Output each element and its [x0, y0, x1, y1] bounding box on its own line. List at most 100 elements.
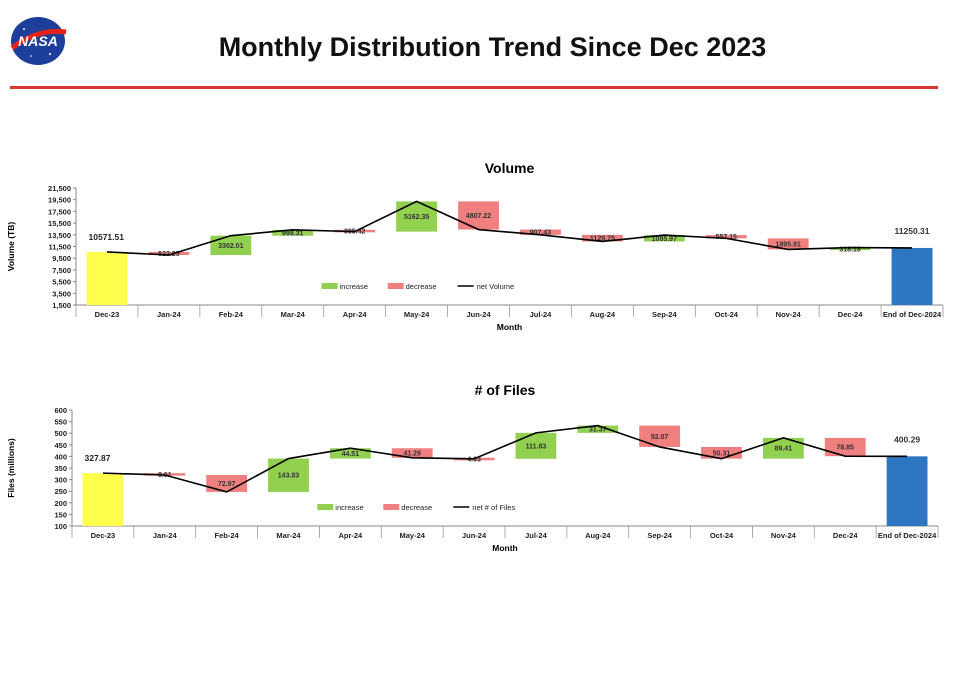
change-bar [767, 238, 809, 250]
change-value-label: 31.37 [589, 427, 607, 434]
y-tick-label: 100 [54, 522, 67, 531]
change-value-label: 998.31 [282, 230, 304, 237]
x-tick-label: Apr-24 [343, 310, 368, 319]
change-value-label: 907.43 [530, 230, 552, 237]
change-value-label: 89.41 [775, 446, 793, 453]
legend-increase-swatch [317, 504, 334, 510]
y-tick-label: 400 [54, 452, 67, 461]
end-bar [891, 247, 933, 305]
x-tick-label: Oct-24 [715, 310, 739, 319]
legend-decrease-label: decrease [401, 503, 432, 512]
legend-increase-swatch [321, 283, 338, 289]
x-tick-label: Jul-24 [525, 531, 548, 540]
x-tick-label: Dec-23 [95, 310, 120, 319]
change-value-label: 78.85 [836, 445, 854, 452]
net-line [106, 200, 913, 256]
x-tick-label: May-24 [399, 531, 425, 540]
y-tick-label: 450 [54, 441, 67, 450]
y-tick-label: 350 [54, 464, 67, 473]
change-value-label: 5162.35 [404, 214, 429, 221]
change-value-label: 1129.75 [590, 236, 615, 243]
y-tick-label: 550 [54, 418, 67, 427]
y-axis-label: Files (millions) [6, 438, 16, 498]
y-tick-label: 600 [54, 406, 67, 415]
y-tick-label: 9,500 [52, 254, 71, 263]
x-tick-label: Feb-24 [219, 310, 244, 319]
y-tick-label: 7,500 [52, 266, 71, 275]
nasa-logo: NASA [10, 17, 67, 65]
x-tick-label: Dec-23 [91, 531, 116, 540]
chart-title: Volume [485, 160, 535, 176]
y-tick-label: 200 [54, 499, 67, 508]
x-tick-label: Aug-24 [590, 310, 616, 319]
change-bar [329, 448, 371, 459]
change-value-label: 4807.22 [466, 213, 491, 220]
x-tick-label: End of Dec-2024 [883, 310, 942, 319]
y-tick-label: 17,500 [48, 207, 71, 216]
change-bar [701, 446, 742, 459]
x-tick-label: Dec-24 [838, 310, 863, 319]
x-tick-label: Sep-24 [652, 310, 677, 319]
x-tick-label: Jun-24 [466, 310, 491, 319]
y-tick-label: 21,500 [48, 184, 71, 193]
y-tick-label: 19,500 [48, 196, 71, 205]
change-bar [581, 234, 623, 242]
end-bar [886, 456, 928, 526]
legend-decrease-swatch [383, 504, 400, 510]
y-tick-label: 5,500 [52, 278, 71, 287]
x-tick-label: Nov-24 [771, 531, 797, 540]
x-tick-label: Feb-24 [215, 531, 240, 540]
x-tick-label: Oct-24 [710, 531, 734, 540]
legend-decrease-label: decrease [406, 282, 437, 291]
change-bar [577, 425, 619, 433]
change-bar [148, 251, 190, 255]
start-value-label: 327.87 [85, 453, 111, 463]
legend-decrease-swatch [387, 283, 404, 289]
change-bar [391, 448, 433, 458]
x-tick-label: Jul-24 [530, 310, 553, 319]
x-tick-label: Jun-24 [462, 531, 487, 540]
y-axis-label: Volume (TB) [6, 222, 16, 272]
change-value-label: 143.83 [278, 473, 300, 480]
change-bar [639, 425, 681, 447]
change-value-label: 72.97 [218, 481, 236, 488]
x-tick-label: Dec-24 [833, 531, 858, 540]
x-tick-label: Mar-24 [276, 531, 301, 540]
change-value-label: 111.83 [526, 443, 547, 450]
files-waterfall-chart: # of Files 100 150 200 250 300 350 400 450 500 550… [6, 382, 939, 553]
legend-increase-label: increase [340, 282, 368, 291]
page-title: Monthly Distribution Trend Since Dec 202… [218, 32, 767, 62]
change-value-label: 92.07 [651, 434, 669, 441]
start-bar [82, 473, 124, 526]
chart-title: # of Files [475, 382, 536, 398]
change-bar [272, 229, 314, 236]
change-value-label: 44.51 [342, 451, 360, 458]
change-bar [824, 437, 866, 457]
x-tick-label: End of Dec-2024 [878, 531, 937, 540]
change-bar [458, 201, 499, 230]
legend-line-label: net Volume [477, 282, 515, 291]
x-tick-label: May-24 [404, 310, 430, 319]
change-bar [762, 437, 804, 459]
x-tick-label: Jan-24 [157, 310, 182, 319]
y-tick-label: 11,500 [48, 243, 71, 252]
y-tick-label: 300 [54, 476, 67, 485]
change-bar [396, 201, 438, 232]
change-value-label: 50.31 [713, 450, 731, 457]
change-bar [643, 235, 685, 242]
y-tick-label: 500 [54, 429, 67, 438]
change-bar [515, 432, 557, 459]
x-tick-label: Nov-24 [776, 310, 802, 319]
x-tick-label: Sep-24 [647, 531, 672, 540]
volume-waterfall-chart: Volume 1,500 3,500 5,500 7,500 9,500 11,500 13,… [6, 160, 944, 332]
x-tick-label: Mar-24 [281, 310, 306, 319]
start-value-label: 10571.51 [89, 232, 125, 242]
y-tick-label: 150 [54, 510, 67, 519]
change-value-label: 318.18 [839, 246, 861, 253]
y-tick-label: 1,500 [52, 301, 71, 310]
net-line [102, 424, 908, 493]
y-tick-label: 15,500 [48, 219, 71, 228]
change-value-label: 1085.97 [652, 236, 677, 243]
change-bar [520, 229, 561, 235]
change-value-label: 1895.91 [776, 241, 801, 248]
